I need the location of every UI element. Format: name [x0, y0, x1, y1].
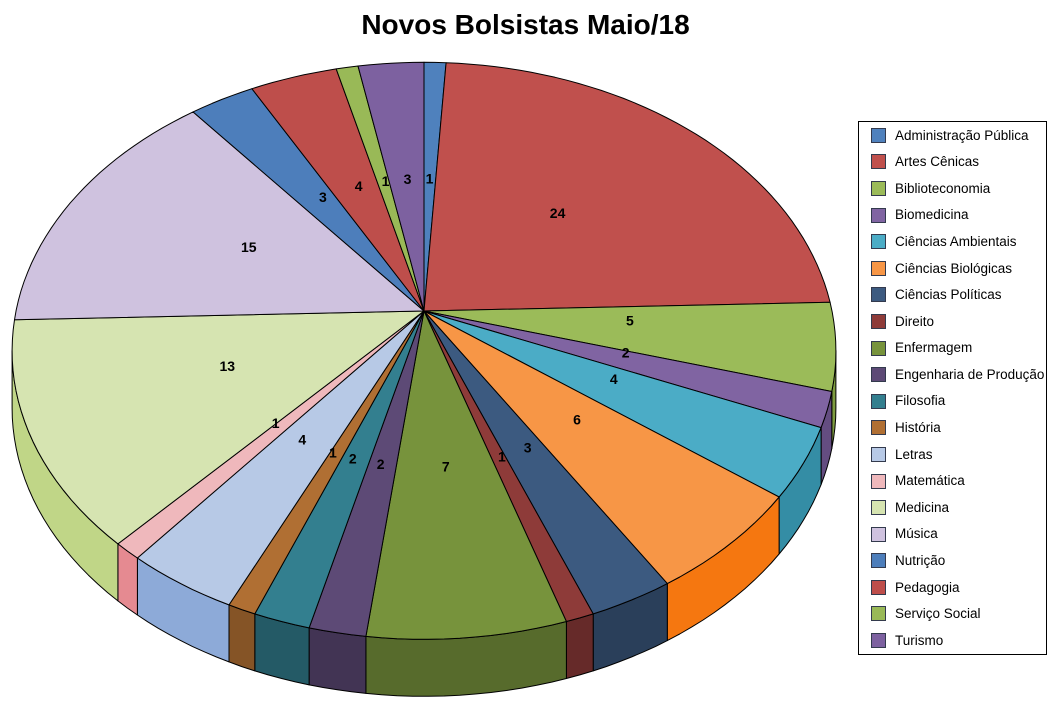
pie-slice — [136, 310, 425, 606]
pie-slice — [357, 61, 425, 312]
legend-label: Matemática — [895, 473, 965, 489]
legend-label: Artes Cênicas — [895, 154, 980, 170]
legend-label: Ciências Biológicas — [895, 260, 1013, 276]
legend-label: Ciências Políticas — [895, 287, 1002, 303]
slice-value-label: 3 — [524, 440, 532, 456]
pie-slice — [192, 88, 425, 312]
legend-swatch — [871, 500, 886, 516]
slice-value-label: 15 — [241, 239, 257, 255]
legend-label: Medicina — [895, 499, 950, 515]
legend-swatch — [871, 420, 886, 436]
legend-item: Turismo — [871, 632, 1046, 649]
legend-item: Música — [871, 526, 1046, 542]
pie-slice-side — [308, 627, 367, 694]
legend-swatch — [871, 207, 886, 223]
slice-value-label: 3 — [319, 189, 327, 205]
legend-label: Nutrição — [895, 553, 946, 569]
legend-item: Matemática — [871, 473, 1046, 489]
slice-value-label: 5 — [626, 313, 634, 329]
slice-value-label: 1 — [329, 444, 337, 460]
pie-slice — [365, 310, 567, 640]
slice-value-label: 1 — [498, 448, 506, 464]
legend-label: Música — [895, 526, 938, 542]
legend-swatch — [871, 446, 886, 462]
pie-slice — [11, 310, 425, 545]
pie-slice — [251, 68, 425, 312]
legend-swatch — [871, 313, 886, 329]
legend-swatch — [871, 287, 886, 303]
legend-label: Biomedicina — [895, 207, 969, 223]
legend-swatch — [871, 260, 886, 276]
legend-swatch — [871, 553, 886, 569]
slice-value-label: 4 — [610, 371, 618, 387]
legend-item: Ciências Políticas — [871, 287, 1046, 303]
legend-label: Turismo — [895, 632, 944, 648]
legend-item: Filosofia — [871, 393, 1046, 409]
legend-label: Enfermagem — [895, 340, 973, 356]
slice-value-label: 2 — [622, 344, 630, 360]
legend-swatch — [871, 633, 886, 649]
legend-item: Letras — [871, 446, 1046, 462]
legend-swatch — [871, 367, 886, 383]
pie-slice — [423, 301, 837, 392]
legend-swatch — [871, 234, 886, 250]
slice-value-label: 24 — [550, 205, 566, 221]
slice-value-label: 4 — [355, 178, 363, 194]
legend-label: Letras — [895, 446, 933, 462]
legend-item: História — [871, 420, 1046, 436]
legend-item: Pedagogia — [871, 579, 1046, 595]
legend-item: Ciências Ambientais — [871, 233, 1046, 250]
legend-swatch — [871, 154, 886, 170]
legend-label: Filosofia — [895, 393, 946, 409]
legend-swatch — [871, 127, 886, 143]
legend-label: Biblioteconomia — [895, 180, 991, 196]
legend-label: Direito — [895, 313, 935, 329]
legend-label: Administração Pública — [895, 127, 1029, 143]
legend-item: Artes Cênicas — [871, 154, 1046, 170]
legend-item: Nutrição — [871, 553, 1046, 569]
legend-swatch — [871, 579, 886, 595]
legend-swatch — [871, 393, 886, 409]
legend-item: Engenharia de Produção — [871, 366, 1046, 383]
legend-item: Biblioteconomia — [871, 180, 1046, 196]
legend-swatch — [871, 606, 886, 622]
slice-value-label: 1 — [426, 171, 434, 187]
slice-value-label: 6 — [573, 411, 581, 427]
pie-slice — [423, 62, 831, 312]
legend-swatch — [871, 526, 886, 542]
slice-value-label: 3 — [404, 171, 412, 187]
legend-item: Serviço Social — [871, 606, 1046, 622]
pie-slice — [14, 111, 425, 321]
slice-value-label: 4 — [298, 431, 306, 447]
legend-item: Medicina — [871, 499, 1046, 516]
legend-swatch — [871, 473, 886, 489]
legend-label: Serviço Social — [895, 606, 981, 622]
pie-slice-side — [565, 613, 594, 679]
legend-label: Pedagogia — [895, 579, 960, 595]
legend-label: Ciências Ambientais — [895, 233, 1017, 249]
slice-value-label: 2 — [377, 456, 385, 472]
legend-swatch — [871, 180, 886, 196]
pie-slice — [423, 310, 822, 498]
slice-value-label: 7 — [442, 458, 450, 474]
pie-slice — [423, 310, 780, 585]
pie-slice-side — [228, 604, 256, 672]
legend-label: Engenharia de Produção — [895, 366, 1045, 382]
pie-slice — [423, 310, 668, 615]
legend-item: Biomedicina — [871, 207, 1046, 223]
legend-label: História — [895, 420, 941, 436]
legend-item: Ciências Biológicas — [871, 260, 1046, 276]
slice-value-label: 2 — [349, 450, 357, 466]
slice-value-label: 13 — [220, 358, 236, 374]
slice-value-label: 1 — [382, 173, 390, 189]
chart-title: Novos Bolsistas Maio/18 — [361, 9, 690, 40]
legend-item: Direito — [871, 313, 1046, 329]
legend-box: Administração Pública Artes Cênicas Biblio… — [858, 121, 1047, 655]
legend-swatch — [871, 340, 886, 356]
legend-item: Administração Pública — [871, 127, 1046, 143]
slice-value-label: 1 — [272, 415, 280, 431]
legend-item: Enfermagem — [871, 340, 1046, 356]
